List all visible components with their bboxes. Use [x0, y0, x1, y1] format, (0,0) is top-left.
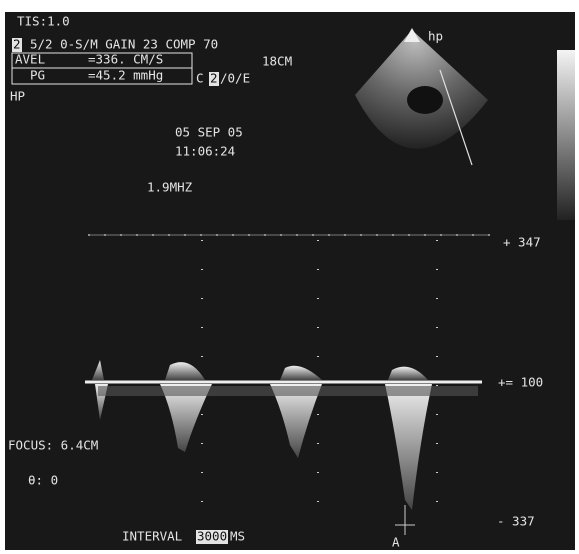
interval-box [196, 530, 228, 544]
map-box [209, 72, 219, 86]
screen-background [5, 12, 575, 550]
scale-baseline: += 100 [498, 375, 543, 390]
tis: TIS:1.0 [17, 14, 70, 29]
interval-label: INTERVAL [122, 529, 182, 544]
heart-chamber [407, 86, 443, 114]
measurement-value: =336. CM/S [88, 52, 163, 67]
cursor-line [439, 69, 473, 166]
date: 05 SEP 05 [175, 125, 243, 140]
depth: 18CM [262, 54, 292, 69]
mode-box [12, 38, 22, 52]
marker: A [392, 535, 400, 550]
interval-box-text: 3000 [197, 529, 227, 544]
focus: FOCUS: 6.4CM [8, 438, 98, 453]
probe-marker [404, 28, 420, 42]
measurement-label: PG [30, 68, 45, 83]
doppler-spectrum [92, 360, 432, 510]
settings: 5/2 0-S/M GAIN 23 COMP 70 [30, 37, 218, 52]
scale-bottom: - 337 [497, 514, 535, 529]
sector-label: hp [428, 29, 443, 44]
map-box-text: 2 [210, 71, 218, 86]
scale-top: + 347 [503, 235, 541, 250]
angle: θ: 0 [28, 473, 58, 488]
measurement-label: AVEL [15, 52, 45, 67]
mode-box-text: 2 [13, 37, 21, 52]
map-suffix: /0/E [220, 71, 250, 86]
map-prefix: C [196, 71, 204, 86]
interval-unit: MS [230, 529, 245, 544]
measurement-value: =45.2 mmHg [88, 68, 163, 83]
frequency: 1.9MHZ [147, 180, 193, 195]
grayscale-bar [557, 50, 575, 220]
wall-filter-band [98, 386, 478, 396]
probe: HP [10, 89, 25, 104]
time: 11:06:24 [175, 144, 235, 159]
